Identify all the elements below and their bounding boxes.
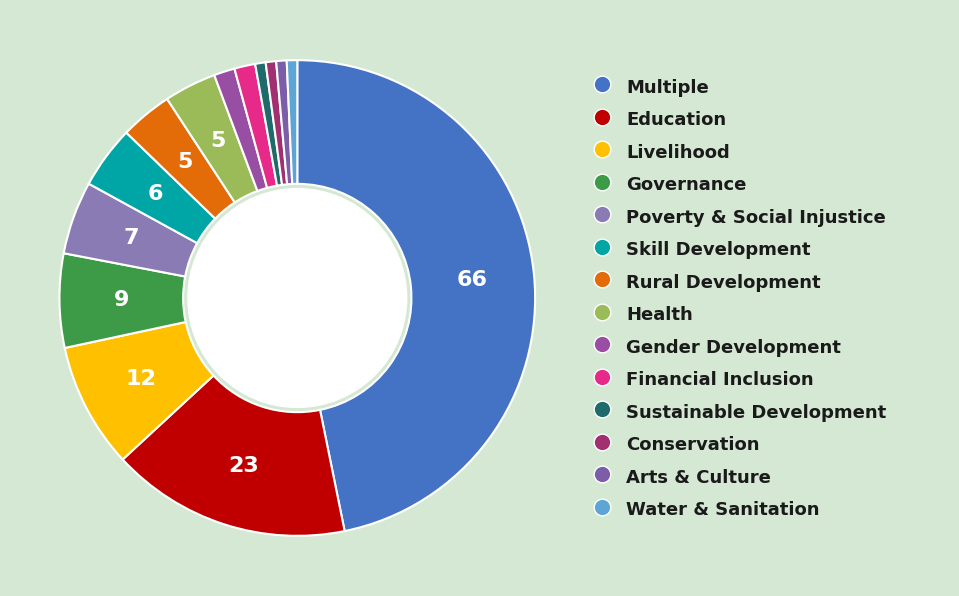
Text: 5: 5 [210,131,225,151]
Wedge shape [287,60,297,184]
Wedge shape [59,253,186,348]
Wedge shape [297,60,535,531]
Wedge shape [127,99,235,219]
Wedge shape [266,61,287,185]
Wedge shape [123,375,344,536]
Text: 7: 7 [124,228,139,249]
Text: 6: 6 [148,184,163,204]
Text: 5: 5 [177,153,193,172]
Text: 23: 23 [228,455,259,476]
Legend: Multiple, Education, Livelihood, Governance, Poverty & Social Injustice, Skill D: Multiple, Education, Livelihood, Governa… [584,67,896,529]
Wedge shape [234,64,277,188]
Text: 9: 9 [113,290,129,310]
Wedge shape [89,133,215,243]
Wedge shape [255,63,282,185]
Wedge shape [167,75,257,203]
Circle shape [188,188,407,408]
Wedge shape [63,184,198,277]
Wedge shape [65,322,214,460]
Wedge shape [276,60,292,184]
Wedge shape [214,69,268,191]
Text: 12: 12 [126,369,156,389]
Text: 66: 66 [456,271,488,290]
